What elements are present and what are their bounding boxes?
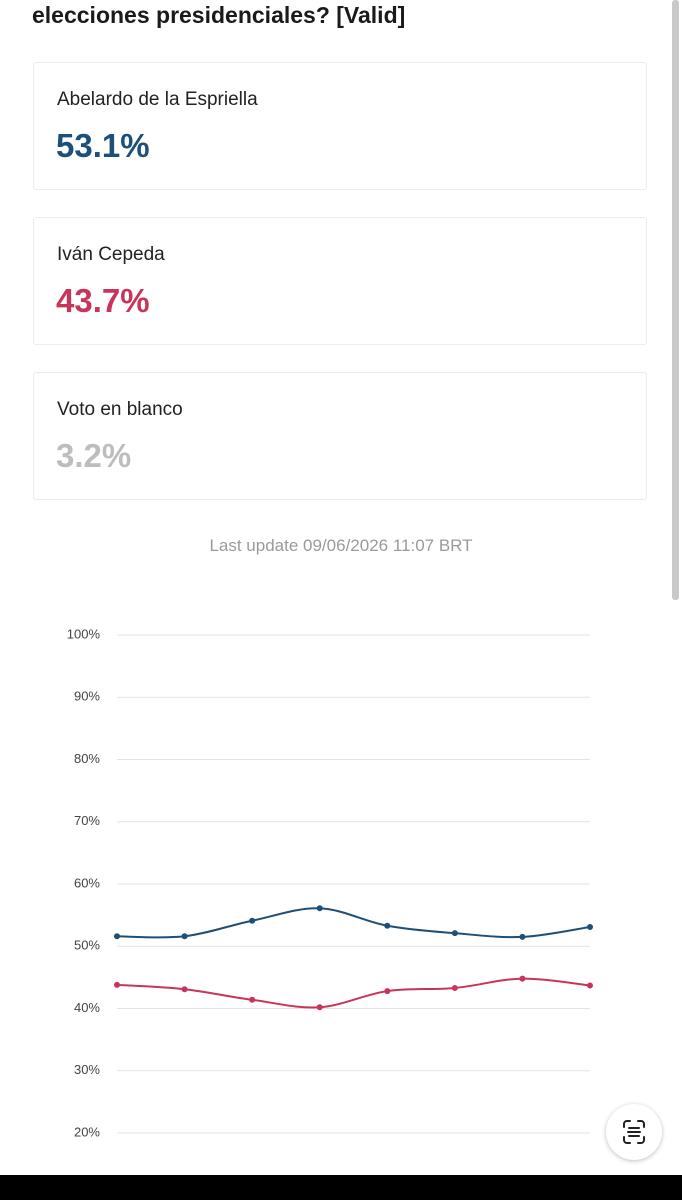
- y-tick-label: 70%: [74, 813, 100, 828]
- point: [587, 982, 593, 989]
- candidate-percent: 53.1%: [56, 127, 150, 164]
- result-card: Abelardo de la Espriella 53.1%: [33, 62, 647, 190]
- point: [316, 1004, 323, 1011]
- result-card: Voto en blanco 3.2%: [33, 372, 647, 500]
- y-tick-label: 50%: [74, 938, 100, 953]
- result-card: Iván Cepeda 43.7%: [33, 217, 647, 345]
- point: [451, 930, 458, 937]
- y-tick-label: 80%: [74, 751, 100, 766]
- series-line: [116, 907, 591, 939]
- y-tick-label: 90%: [74, 689, 100, 704]
- y-tick-label: 100%: [67, 626, 101, 641]
- series-line: [116, 977, 591, 1009]
- candidate-percent: 3.2%: [56, 437, 132, 474]
- chart: 20% 30% 40% 50% 60% 70% 80% 90% 100%: [67, 626, 593, 1139]
- candidate-percent: 43.7%: [56, 282, 150, 319]
- page-title: elecciones presidenciales? [Valid]: [32, 2, 406, 28]
- last-update: Last update 09/06/2026 11:07 BRT: [209, 536, 473, 555]
- lens-button[interactable]: [606, 1104, 662, 1160]
- point: [384, 988, 391, 995]
- point: [451, 984, 458, 991]
- y-tick-label: 40%: [74, 1000, 100, 1015]
- point: [384, 922, 391, 929]
- candidate-name: Voto en blanco: [57, 399, 183, 420]
- point: [249, 996, 256, 1003]
- point: [181, 986, 188, 993]
- candidate-name: Iván Cepeda: [57, 244, 165, 265]
- point: [114, 933, 120, 940]
- y-tick-label: 60%: [74, 875, 100, 890]
- candidate-name: Abelardo de la Espriella: [57, 89, 258, 110]
- y-tick-label: 20%: [74, 1124, 100, 1139]
- point: [316, 905, 323, 912]
- point: [587, 923, 593, 930]
- point: [181, 933, 188, 940]
- point: [519, 975, 526, 982]
- point: [519, 933, 526, 940]
- point: [114, 981, 120, 988]
- y-tick-label: 30%: [74, 1062, 100, 1077]
- point: [249, 917, 256, 924]
- lens-icon: [623, 1120, 645, 1144]
- bottom-bar: [0, 1175, 682, 1200]
- scrollbar[interactable]: [672, 0, 679, 600]
